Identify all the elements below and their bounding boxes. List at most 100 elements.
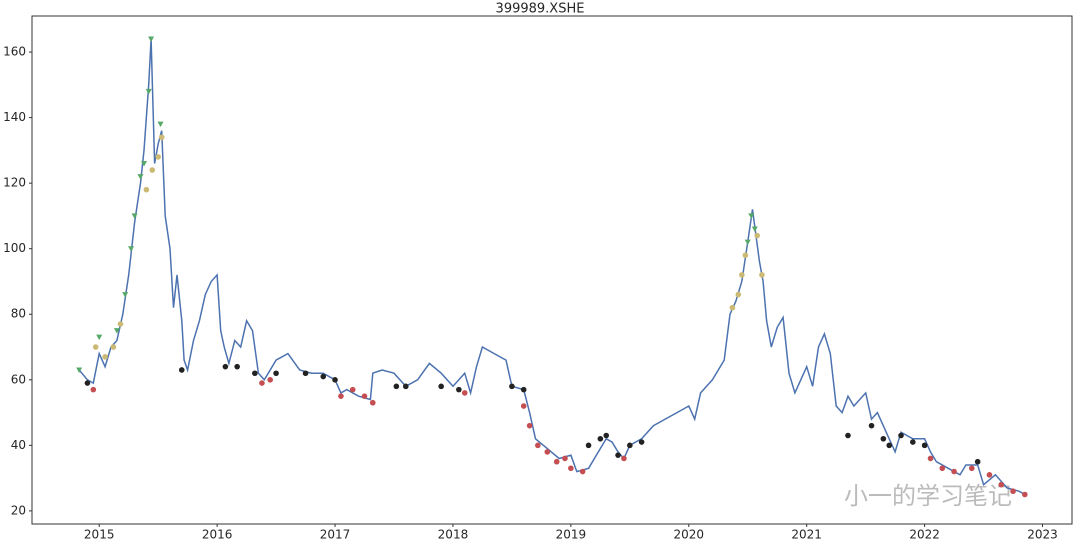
marker: [886, 442, 893, 449]
marker: [393, 383, 400, 390]
marker: [544, 449, 551, 455]
x-tick-label: 2018: [438, 528, 469, 542]
marker: [84, 380, 91, 386]
marker: [553, 458, 560, 465]
marker: [998, 481, 1005, 488]
marker: [76, 367, 83, 373]
x-tick-label: 2022: [909, 528, 940, 542]
marker: [520, 386, 527, 393]
marker: [898, 432, 904, 439]
marker: [267, 376, 273, 383]
watermark: 小一的学习笔记: [844, 482, 1012, 510]
marker: [939, 465, 946, 472]
marker: [361, 393, 368, 399]
marker: [615, 452, 621, 458]
marker: [535, 442, 541, 449]
y-tick-label: 80: [11, 307, 26, 321]
marker: [603, 432, 610, 439]
marker: [927, 455, 934, 462]
marker: [402, 383, 409, 390]
marker: [157, 121, 164, 128]
x-tick-label: 2015: [84, 528, 115, 542]
marker: [1010, 488, 1016, 495]
y-tick-label: 120: [3, 176, 26, 190]
marker: [621, 455, 627, 462]
marker: [234, 363, 240, 370]
marker: [113, 328, 120, 334]
marker: [141, 160, 148, 167]
x-tick-label: 2019: [556, 528, 587, 542]
marker: [1022, 491, 1028, 498]
marker: [845, 432, 851, 439]
marker: [759, 272, 765, 278]
marker: [349, 386, 356, 393]
marker: [562, 455, 568, 462]
marker: [128, 246, 135, 252]
marker: [579, 468, 586, 475]
marker: [638, 439, 645, 445]
chart-title: 399989.XSHE: [496, 2, 585, 17]
marker: [252, 370, 258, 377]
marker: [338, 393, 344, 399]
marker: [155, 154, 161, 160]
marker: [102, 354, 108, 360]
marker: [320, 373, 327, 380]
x-tick-label: 2020: [674, 528, 705, 542]
marker: [748, 213, 755, 219]
marker: [968, 465, 975, 472]
y-tick-label: 140: [3, 110, 26, 124]
y-tick-label: 160: [3, 45, 26, 59]
marker: [585, 442, 592, 449]
marker: [951, 468, 957, 475]
x-tick-label: 2023: [1027, 528, 1058, 542]
marker: [910, 439, 916, 445]
marker: [122, 292, 129, 298]
marker: [461, 390, 468, 396]
marker: [117, 321, 124, 327]
marker: [568, 465, 574, 472]
marker: [729, 304, 736, 311]
marker: [158, 134, 165, 141]
marker: [96, 334, 103, 341]
marker: [754, 232, 760, 239]
marker: [259, 380, 265, 386]
marker: [222, 363, 229, 370]
marker: [273, 370, 279, 377]
marker: [520, 403, 527, 409]
marker: [92, 344, 99, 350]
plot-frame: [31, 15, 1073, 525]
marker: [751, 226, 758, 233]
marker: [178, 367, 185, 373]
x-tick-label: 2016: [202, 528, 233, 542]
marker: [456, 386, 462, 393]
marker: [369, 399, 376, 406]
marker: [974, 458, 981, 465]
y-tick-label: 60: [11, 372, 26, 386]
marker: [131, 213, 138, 219]
marker: [739, 272, 745, 278]
marker: [868, 422, 875, 429]
marker: [90, 386, 97, 393]
marker: [110, 344, 117, 350]
marker: [744, 239, 751, 246]
x-tick-label: 2017: [320, 528, 351, 542]
marker: [742, 252, 749, 259]
marker: [627, 442, 633, 449]
marker: [735, 291, 742, 298]
y-tick-label: 20: [11, 503, 26, 517]
marker: [149, 167, 156, 173]
y-tick-label: 40: [11, 438, 26, 452]
marker: [332, 376, 338, 383]
marker: [921, 442, 928, 449]
marker: [526, 422, 533, 429]
marker: [986, 472, 993, 478]
x-tick-label: 2021: [791, 528, 822, 542]
marker: [148, 36, 155, 42]
marker: [438, 383, 444, 390]
marker: [145, 88, 152, 95]
marker: [597, 435, 604, 442]
y-tick-label: 100: [3, 241, 26, 255]
marker: [137, 174, 144, 180]
marker: [143, 186, 150, 193]
